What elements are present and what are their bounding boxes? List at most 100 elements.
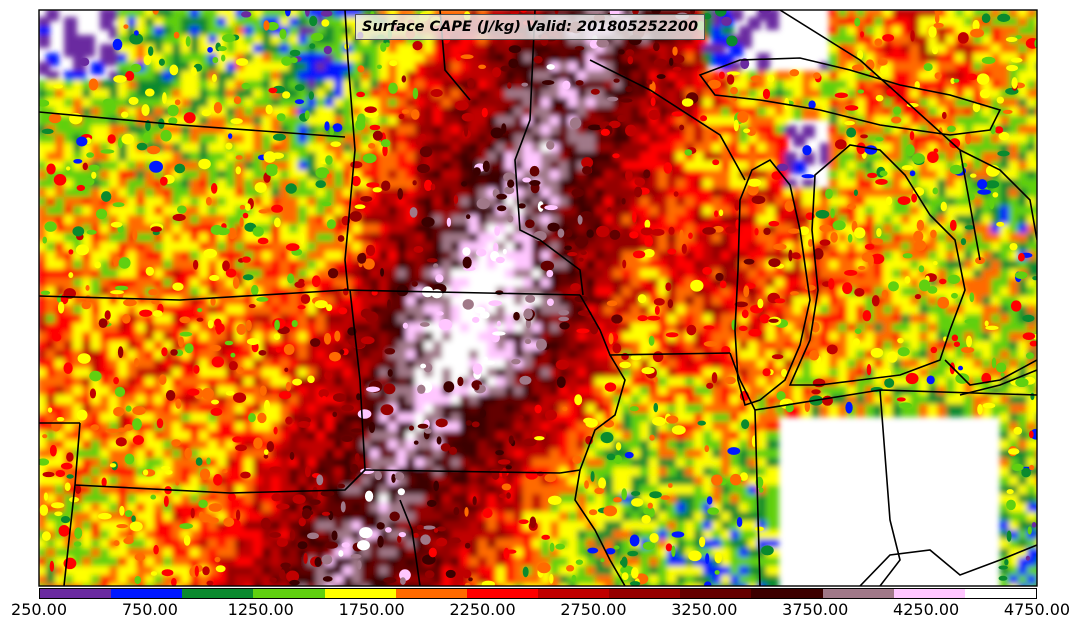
cape-cell [1036, 296, 1037, 309]
cape-cell [1036, 386, 1037, 399]
cape-cell [1036, 206, 1037, 219]
cape-cell [1027, 98, 1037, 111]
cape-cell [973, 10, 986, 21]
cape-cell [937, 10, 950, 21]
cape-cell [1036, 17, 1037, 30]
cape-cell [39, 89, 50, 102]
cape-cell [1009, 10, 1022, 21]
cape-cell [919, 10, 932, 21]
cape-cell [1036, 215, 1037, 228]
cape-cell [1027, 17, 1037, 30]
cape-cell [730, 10, 743, 21]
cape-cell [1036, 53, 1037, 66]
cape-cell [838, 10, 851, 21]
cape-cell [991, 10, 1004, 21]
cape-cell [1036, 170, 1037, 183]
cape-cell [1036, 350, 1037, 363]
cape-cell [39, 107, 50, 120]
cape-cell [829, 10, 842, 21]
cape-cell [955, 10, 968, 21]
cape-cell [1036, 179, 1037, 192]
cape-cell [1036, 89, 1037, 102]
cape-cell [1027, 71, 1037, 84]
cape-cell [226, 10, 239, 21]
cape-cell [1036, 323, 1037, 336]
cape-cell [1027, 26, 1037, 39]
cape-cell [1036, 134, 1037, 147]
cape-cell [1036, 161, 1037, 174]
cape-cell [721, 10, 734, 21]
cape-cell [1027, 10, 1037, 21]
cape-cell [1036, 242, 1037, 255]
cape-cell [865, 10, 878, 21]
cape-cell [145, 10, 158, 21]
cape-cell [190, 10, 203, 21]
cape-cell [1027, 53, 1037, 66]
cape-cell [1036, 305, 1037, 318]
cape-cell [208, 10, 221, 21]
cape-cell [964, 10, 977, 21]
cape-cell [1036, 152, 1037, 165]
cape-cell [298, 10, 311, 21]
cape-cell [793, 161, 806, 174]
cape-cell [334, 10, 347, 21]
cape-cell [847, 10, 860, 21]
cape-cell [1027, 62, 1037, 75]
cape-cell [874, 10, 887, 21]
cape-cell [163, 10, 176, 21]
cape-cell [118, 10, 131, 21]
cape-cell [1036, 332, 1037, 345]
cape-cell [1027, 89, 1037, 102]
cape-cell [1036, 404, 1037, 417]
cape-cell [1036, 26, 1037, 39]
cape-cell [172, 10, 185, 21]
cape-cell [1036, 62, 1037, 75]
cape-cell [1036, 287, 1037, 300]
cape-cell [1018, 10, 1031, 21]
cape-cell [1036, 10, 1037, 21]
cape-cell [289, 10, 302, 21]
cape-cell [199, 10, 212, 21]
cape-cell [766, 17, 779, 30]
cape-cell [127, 10, 140, 21]
cape-cell [1036, 269, 1037, 282]
cape-cell [262, 10, 275, 21]
cape-cell [39, 62, 50, 75]
cape-cell [1036, 197, 1037, 210]
cape-cell [181, 10, 194, 21]
cape-cell [928, 10, 941, 21]
cape-cell [1036, 80, 1037, 93]
cape-cell [39, 26, 50, 39]
cape-cell [1036, 251, 1037, 264]
cape-cell [901, 10, 914, 21]
cape-cell [1036, 368, 1037, 381]
cape-cell [1036, 98, 1037, 111]
cape-cell [1036, 395, 1037, 408]
cape-cell [757, 10, 770, 21]
cape-cell [1036, 260, 1037, 273]
cape-cell [1027, 44, 1037, 57]
cape-cell [1036, 278, 1037, 291]
cape-cell [109, 10, 122, 21]
cape-cell [856, 10, 869, 21]
cape-cell [892, 10, 905, 21]
cape-cell [766, 10, 779, 21]
cape-cell [1036, 125, 1037, 138]
cape-cell [1036, 188, 1037, 201]
cape-cell [39, 17, 50, 30]
cape-cell [910, 10, 923, 21]
cape-cell [1036, 413, 1037, 426]
cape-cell [883, 10, 896, 21]
cape-cell [1036, 233, 1037, 246]
cape-cell [91, 62, 104, 75]
cape-cell [1036, 224, 1037, 237]
cape-cell [1036, 314, 1037, 327]
cape-cell [1036, 71, 1037, 84]
cape-cell [253, 10, 266, 21]
cape-cell [1036, 107, 1037, 120]
cape-cell [1036, 377, 1037, 390]
cape-cell [946, 10, 959, 21]
cape-cell [1036, 143, 1037, 156]
